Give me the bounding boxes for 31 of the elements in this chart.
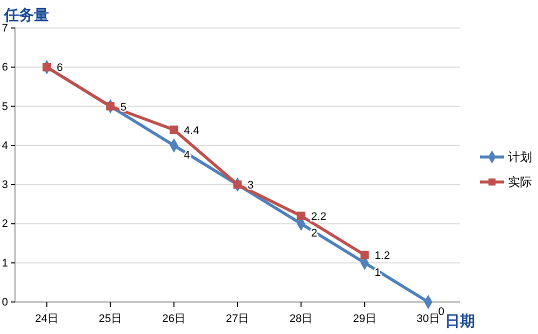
chart-title: 任务量 <box>3 7 49 24</box>
legend-label: 实际 <box>508 175 532 189</box>
y-tick-label: 3 <box>2 179 8 192</box>
x-tick-label: 30日 <box>416 313 440 326</box>
data-label: 1.2 <box>374 250 390 262</box>
data-label: 2.2 <box>311 210 326 223</box>
y-tick-label: 5 <box>2 100 8 113</box>
point <box>296 212 306 220</box>
x-tick-label: 25日 <box>98 313 122 326</box>
point <box>233 180 242 189</box>
y-tick-label: 7 <box>2 22 8 35</box>
point <box>170 126 178 134</box>
x-tick-label: 27日 <box>226 313 250 326</box>
data-label: 3 <box>248 180 254 192</box>
x-axis-title: 日期 <box>445 313 475 330</box>
data-label: 0 <box>438 306 444 318</box>
x-tick-label: 29日 <box>353 313 376 326</box>
legend-label: 计划 <box>508 150 532 164</box>
point <box>106 102 115 110</box>
y-tick-label: 0 <box>2 296 8 309</box>
x-tick-label: 26日 <box>162 313 186 326</box>
x-tick-label: 28日 <box>289 313 313 326</box>
y-tick-label: 1 <box>2 257 8 270</box>
point <box>360 250 369 260</box>
y-tick-label: 2 <box>2 218 8 230</box>
data-label: 6 <box>56 62 63 74</box>
y-tick-label: 6 <box>2 62 8 74</box>
x-tick-label: 24日 <box>35 313 58 326</box>
data-label: 4.4 <box>184 124 200 137</box>
y-tick-label: 4 <box>2 140 8 152</box>
point <box>42 62 51 72</box>
